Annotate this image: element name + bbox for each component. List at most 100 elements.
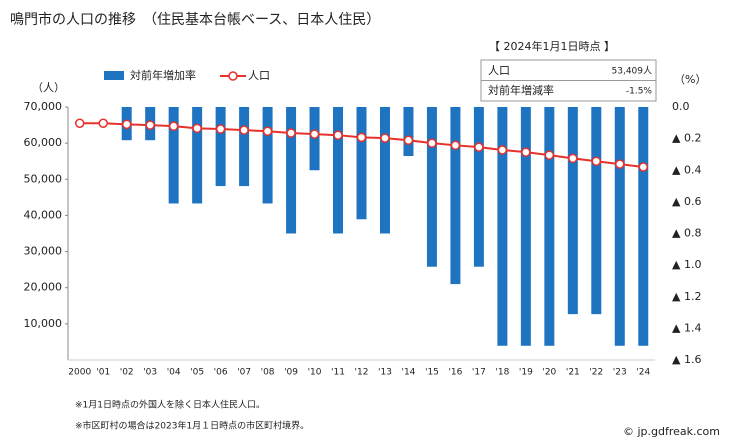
- x-tick-label: '19: [519, 368, 533, 378]
- point: [403, 135, 414, 146]
- bar: [403, 107, 414, 157]
- x-tick-label: '03: [143, 368, 157, 378]
- x-tick-label: '13: [378, 368, 392, 378]
- y2-tick-label: ▲ 1.6: [672, 353, 701, 366]
- point: [98, 118, 108, 129]
- point: [215, 124, 226, 134]
- bar: [520, 107, 531, 346]
- x-tick-label: '10: [308, 368, 322, 378]
- x-tick-label: '24: [636, 368, 650, 378]
- x-tick-label: '11: [331, 368, 345, 378]
- legend-label: 対前年増加率: [130, 68, 196, 82]
- y2-tick-label: ▲ 0.4: [672, 163, 701, 176]
- y2-tick-label: ▲ 1.2: [672, 290, 701, 303]
- inset-title: 【 2024年1月1日時点 】: [489, 39, 615, 53]
- y2-tick-label: ▲ 0.6: [672, 195, 701, 208]
- x-tick-label: '06: [214, 368, 228, 378]
- point: [168, 121, 179, 131]
- x-tick-label: '17: [472, 368, 486, 378]
- point: [638, 162, 649, 172]
- y2-tick-label: ▲ 0.8: [672, 227, 701, 240]
- inset-label: 対前年増減率: [488, 83, 554, 97]
- point: [544, 150, 555, 160]
- x-tick-label: '15: [425, 368, 439, 378]
- bar: [192, 107, 203, 204]
- bar: [544, 107, 555, 346]
- bar: [567, 107, 578, 315]
- point: [591, 156, 602, 166]
- bar: [450, 107, 461, 285]
- x-tick-label: '23: [613, 368, 627, 378]
- x-tick-label: '18: [495, 368, 509, 378]
- point: [568, 153, 578, 164]
- point: [356, 132, 367, 143]
- chart-title: 鳴門市の人口の推移 （住民基本台帳ベース、日本人住民）: [10, 11, 380, 28]
- x-tick-label: '09: [284, 368, 298, 378]
- point: [474, 142, 484, 152]
- point: [521, 147, 531, 157]
- x-tick-label: '08: [261, 368, 275, 378]
- point: [239, 125, 249, 135]
- point: [74, 118, 85, 129]
- y-tick-label: 70,000: [24, 100, 63, 113]
- x-tick-label: '12: [355, 368, 369, 378]
- bar: [286, 107, 297, 234]
- y2-tick-label: ▲ 1.0: [672, 258, 701, 271]
- point: [262, 126, 273, 136]
- x-tick-label: '22: [589, 368, 603, 378]
- y-tick-label: 40,000: [24, 208, 63, 221]
- y2-tick-label: ▲ 1.4: [672, 321, 701, 334]
- point: [121, 119, 132, 130]
- bar: [591, 107, 602, 315]
- legend-swatch: [228, 71, 238, 81]
- x-tick-label: '04: [167, 368, 181, 378]
- inset-value: 53,409人: [612, 66, 653, 77]
- bar: [333, 107, 344, 234]
- y-axis-label: （人）: [32, 81, 65, 94]
- source: © jp.gdfreak.com: [623, 425, 720, 438]
- x-tick-label: '05: [190, 368, 204, 378]
- point: [450, 140, 461, 151]
- y-tick-label: 50,000: [24, 172, 63, 185]
- bar: [239, 107, 250, 187]
- bar: [638, 107, 649, 346]
- x-tick-label: '01: [96, 368, 110, 378]
- point: [427, 138, 437, 148]
- x-tick-label: '16: [448, 368, 462, 378]
- point: [497, 145, 508, 155]
- x-tick-label: '14: [401, 368, 415, 378]
- x-tick-label: 2000: [68, 368, 91, 378]
- legend-label: 人口: [248, 69, 270, 82]
- x-tick-label: '02: [120, 368, 134, 378]
- y-tick-label: 20,000: [24, 281, 63, 294]
- point: [333, 130, 343, 140]
- y2-axis-label: （%）: [674, 73, 706, 86]
- bar: [215, 107, 226, 187]
- point: [309, 129, 320, 139]
- bar: [356, 107, 367, 220]
- x-tick-label: '21: [566, 368, 580, 378]
- point: [145, 120, 155, 130]
- y-tick-label: 10,000: [24, 317, 63, 330]
- point: [192, 123, 202, 134]
- footnote: ※市区町村の場合は2023年1月１日時点の市区町村境界。: [75, 420, 309, 432]
- y2-tick-label: ▲ 0.2: [672, 132, 701, 145]
- footnote: ※1月1日時点の外国人を除く日本人住民人口。: [75, 399, 265, 411]
- inset-value: -1.5%: [626, 87, 653, 97]
- bar: [426, 107, 437, 267]
- y-tick-label: 60,000: [24, 136, 63, 149]
- bar: [262, 107, 273, 204]
- point: [380, 133, 390, 143]
- bar: [379, 107, 390, 234]
- inset-label: 人口: [488, 64, 510, 77]
- bar: [497, 107, 508, 346]
- bar: [168, 107, 179, 204]
- point: [286, 128, 296, 138]
- point: [615, 159, 625, 169]
- bar: [614, 107, 625, 346]
- y-tick-label: 30,000: [24, 245, 63, 258]
- legend-swatch: [104, 71, 124, 80]
- x-tick-label: '20: [542, 368, 556, 378]
- y2-tick-label: 0.0: [672, 100, 690, 113]
